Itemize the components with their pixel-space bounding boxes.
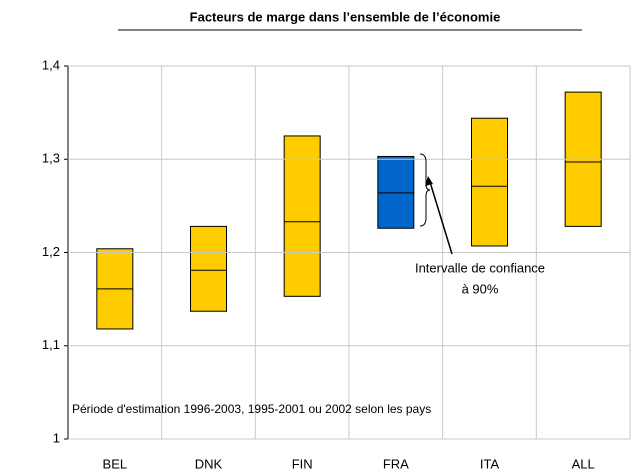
annotation: à 90%	[462, 281, 499, 296]
y-tick-label: 1	[53, 430, 60, 445]
y-tick-label: 1,4	[42, 57, 60, 72]
y-tick-label: 1,2	[42, 244, 60, 259]
range-bar	[283, 135, 321, 297]
y-tick-label: 1,1	[42, 337, 60, 352]
note: Période d'estimation 1996-2003, 1995-200…	[72, 402, 431, 416]
x-tick-label: BEL	[103, 456, 128, 471]
range-bar	[190, 225, 227, 312]
brace	[419, 153, 431, 227]
range-bar	[471, 117, 508, 247]
arrow-head	[425, 176, 433, 186]
annotation: Intervalle de confiance	[415, 260, 545, 275]
x-tick-label: ITA	[480, 456, 500, 471]
x-tick-label: FIN	[292, 456, 313, 471]
x-tick-label: FRA	[383, 456, 409, 471]
x-tick-label: DNK	[195, 456, 223, 471]
y-tick-label: 1,3	[42, 151, 60, 166]
chart-title: Facteurs de marge dans l’ensemble de l’é…	[190, 9, 501, 24]
arrow	[429, 181, 453, 255]
x-tick-label: ALL	[572, 456, 595, 471]
